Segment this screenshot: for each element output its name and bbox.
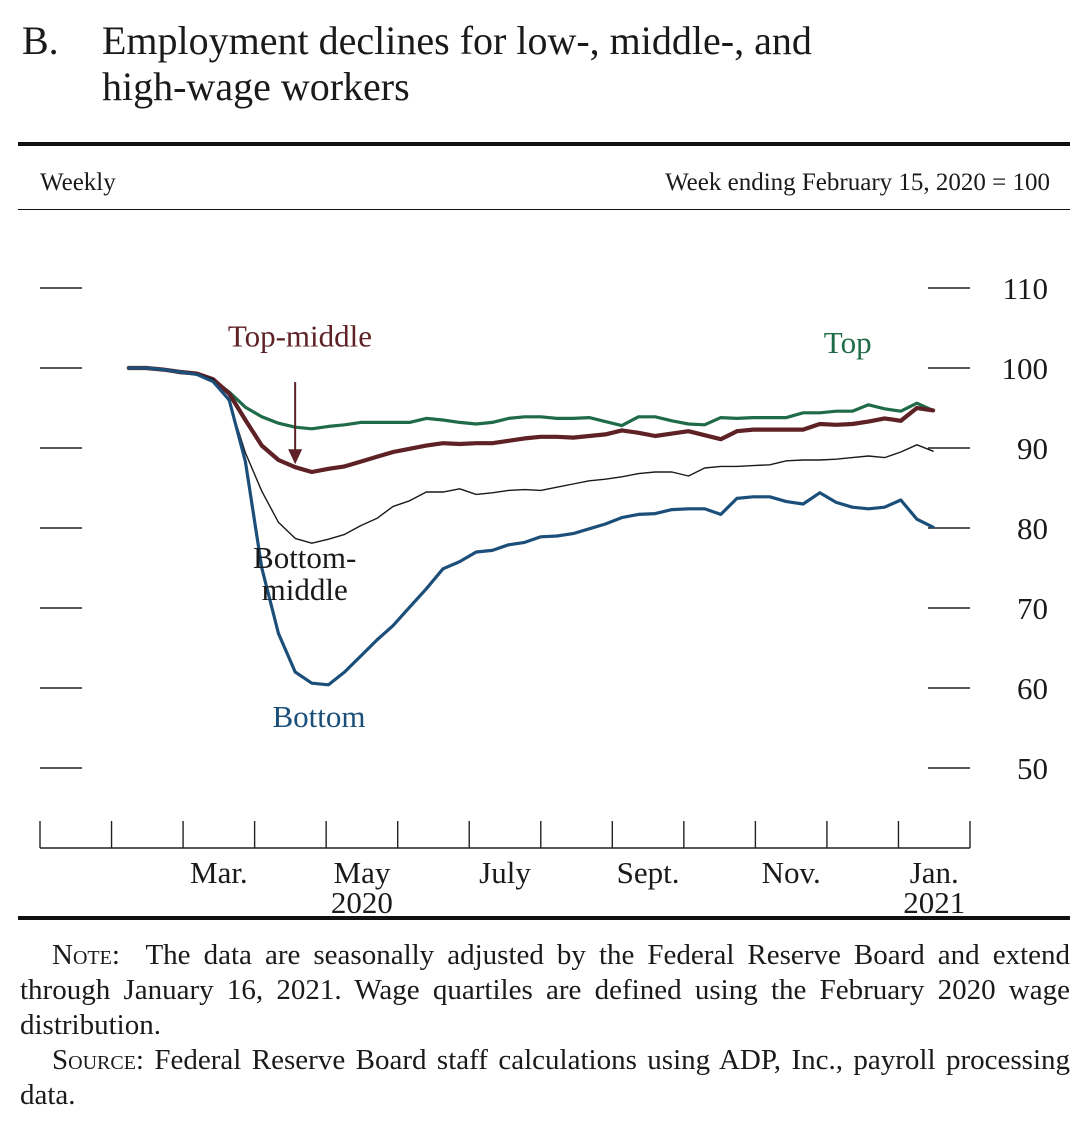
- x-year-label-2021: 2021: [903, 885, 965, 920]
- chart-title: Employment declines for low-, middle-, a…: [102, 18, 1002, 110]
- x-tick-label-2020-05: May: [334, 855, 391, 890]
- source-paragraph: Source: Federal Reserve Board staff calc…: [20, 1043, 1070, 1113]
- series-label-bottom: Bottom: [272, 699, 365, 734]
- x-tick-label-2020-11: Nov.: [762, 855, 821, 890]
- header-rule: [18, 209, 1070, 210]
- line-chart: 50 60 70 80 90 100 110 Mar. May July Sept. Nov. Jan.…: [39, 271, 1049, 920]
- x-tick-label-2021-01: Jan.: [910, 855, 959, 890]
- series-line-bottom-middle: [128, 367, 934, 544]
- series-label-line: Bottom: [272, 699, 365, 734]
- y-tick-label-100: 100: [1002, 351, 1049, 386]
- series-label-line: Top-middle: [228, 318, 372, 353]
- top-rule: [18, 142, 1070, 146]
- x-tick-label-2020-03: Mar.: [190, 855, 248, 890]
- series-label-line: Bottom-: [253, 540, 356, 575]
- x-tick-label-2020-09: Sept.: [617, 855, 680, 890]
- notes-block: Note: The data are seasonally adjusted b…: [20, 938, 1070, 1113]
- x-year-label-2020: 2020: [331, 885, 393, 920]
- series-label-top-middle: Top-middle: [228, 318, 372, 353]
- top-middle-arrow-head: [288, 449, 303, 465]
- y-tick-label-50: 50: [1017, 751, 1048, 786]
- series-label-line: middle: [262, 572, 348, 607]
- series-label-top: Top: [824, 325, 872, 360]
- series-line-top: [127, 366, 935, 431]
- panel-letter: B.: [22, 18, 59, 63]
- series-line-top-middle: [126, 365, 936, 475]
- note-paragraph: Note: The data are seasonally adjusted b…: [20, 938, 1070, 1043]
- y-tick-label-90: 90: [1017, 431, 1048, 466]
- chart-title-line-2: high-wage workers: [102, 64, 410, 109]
- source-text: Federal Reserve Board staff calculations…: [20, 1044, 1071, 1111]
- note-text: The data are seasonally adjusted by the …: [20, 939, 1071, 1041]
- y-tick-label-70: 70: [1017, 591, 1048, 626]
- frequency-label: Weekly: [40, 169, 116, 196]
- y-tick-label-80: 80: [1017, 511, 1048, 546]
- note-label: Note:: [52, 939, 120, 971]
- chart-title-line-1: Employment declines for low-, middle-, a…: [102, 18, 812, 63]
- x-tick-label-2020-07: July: [479, 855, 531, 890]
- series-label-line: Top: [824, 325, 872, 360]
- source-label: Source:: [52, 1044, 144, 1076]
- series-label-bottom-middle: Bottom-middle: [253, 540, 356, 607]
- index-base-label: Week ending February 15, 2020 = 100: [665, 169, 1050, 196]
- series-line-bottom: [127, 366, 935, 687]
- y-tick-label-60: 60: [1017, 671, 1048, 706]
- y-tick-label-110: 110: [1003, 271, 1048, 306]
- bottom-rule: [18, 916, 1070, 920]
